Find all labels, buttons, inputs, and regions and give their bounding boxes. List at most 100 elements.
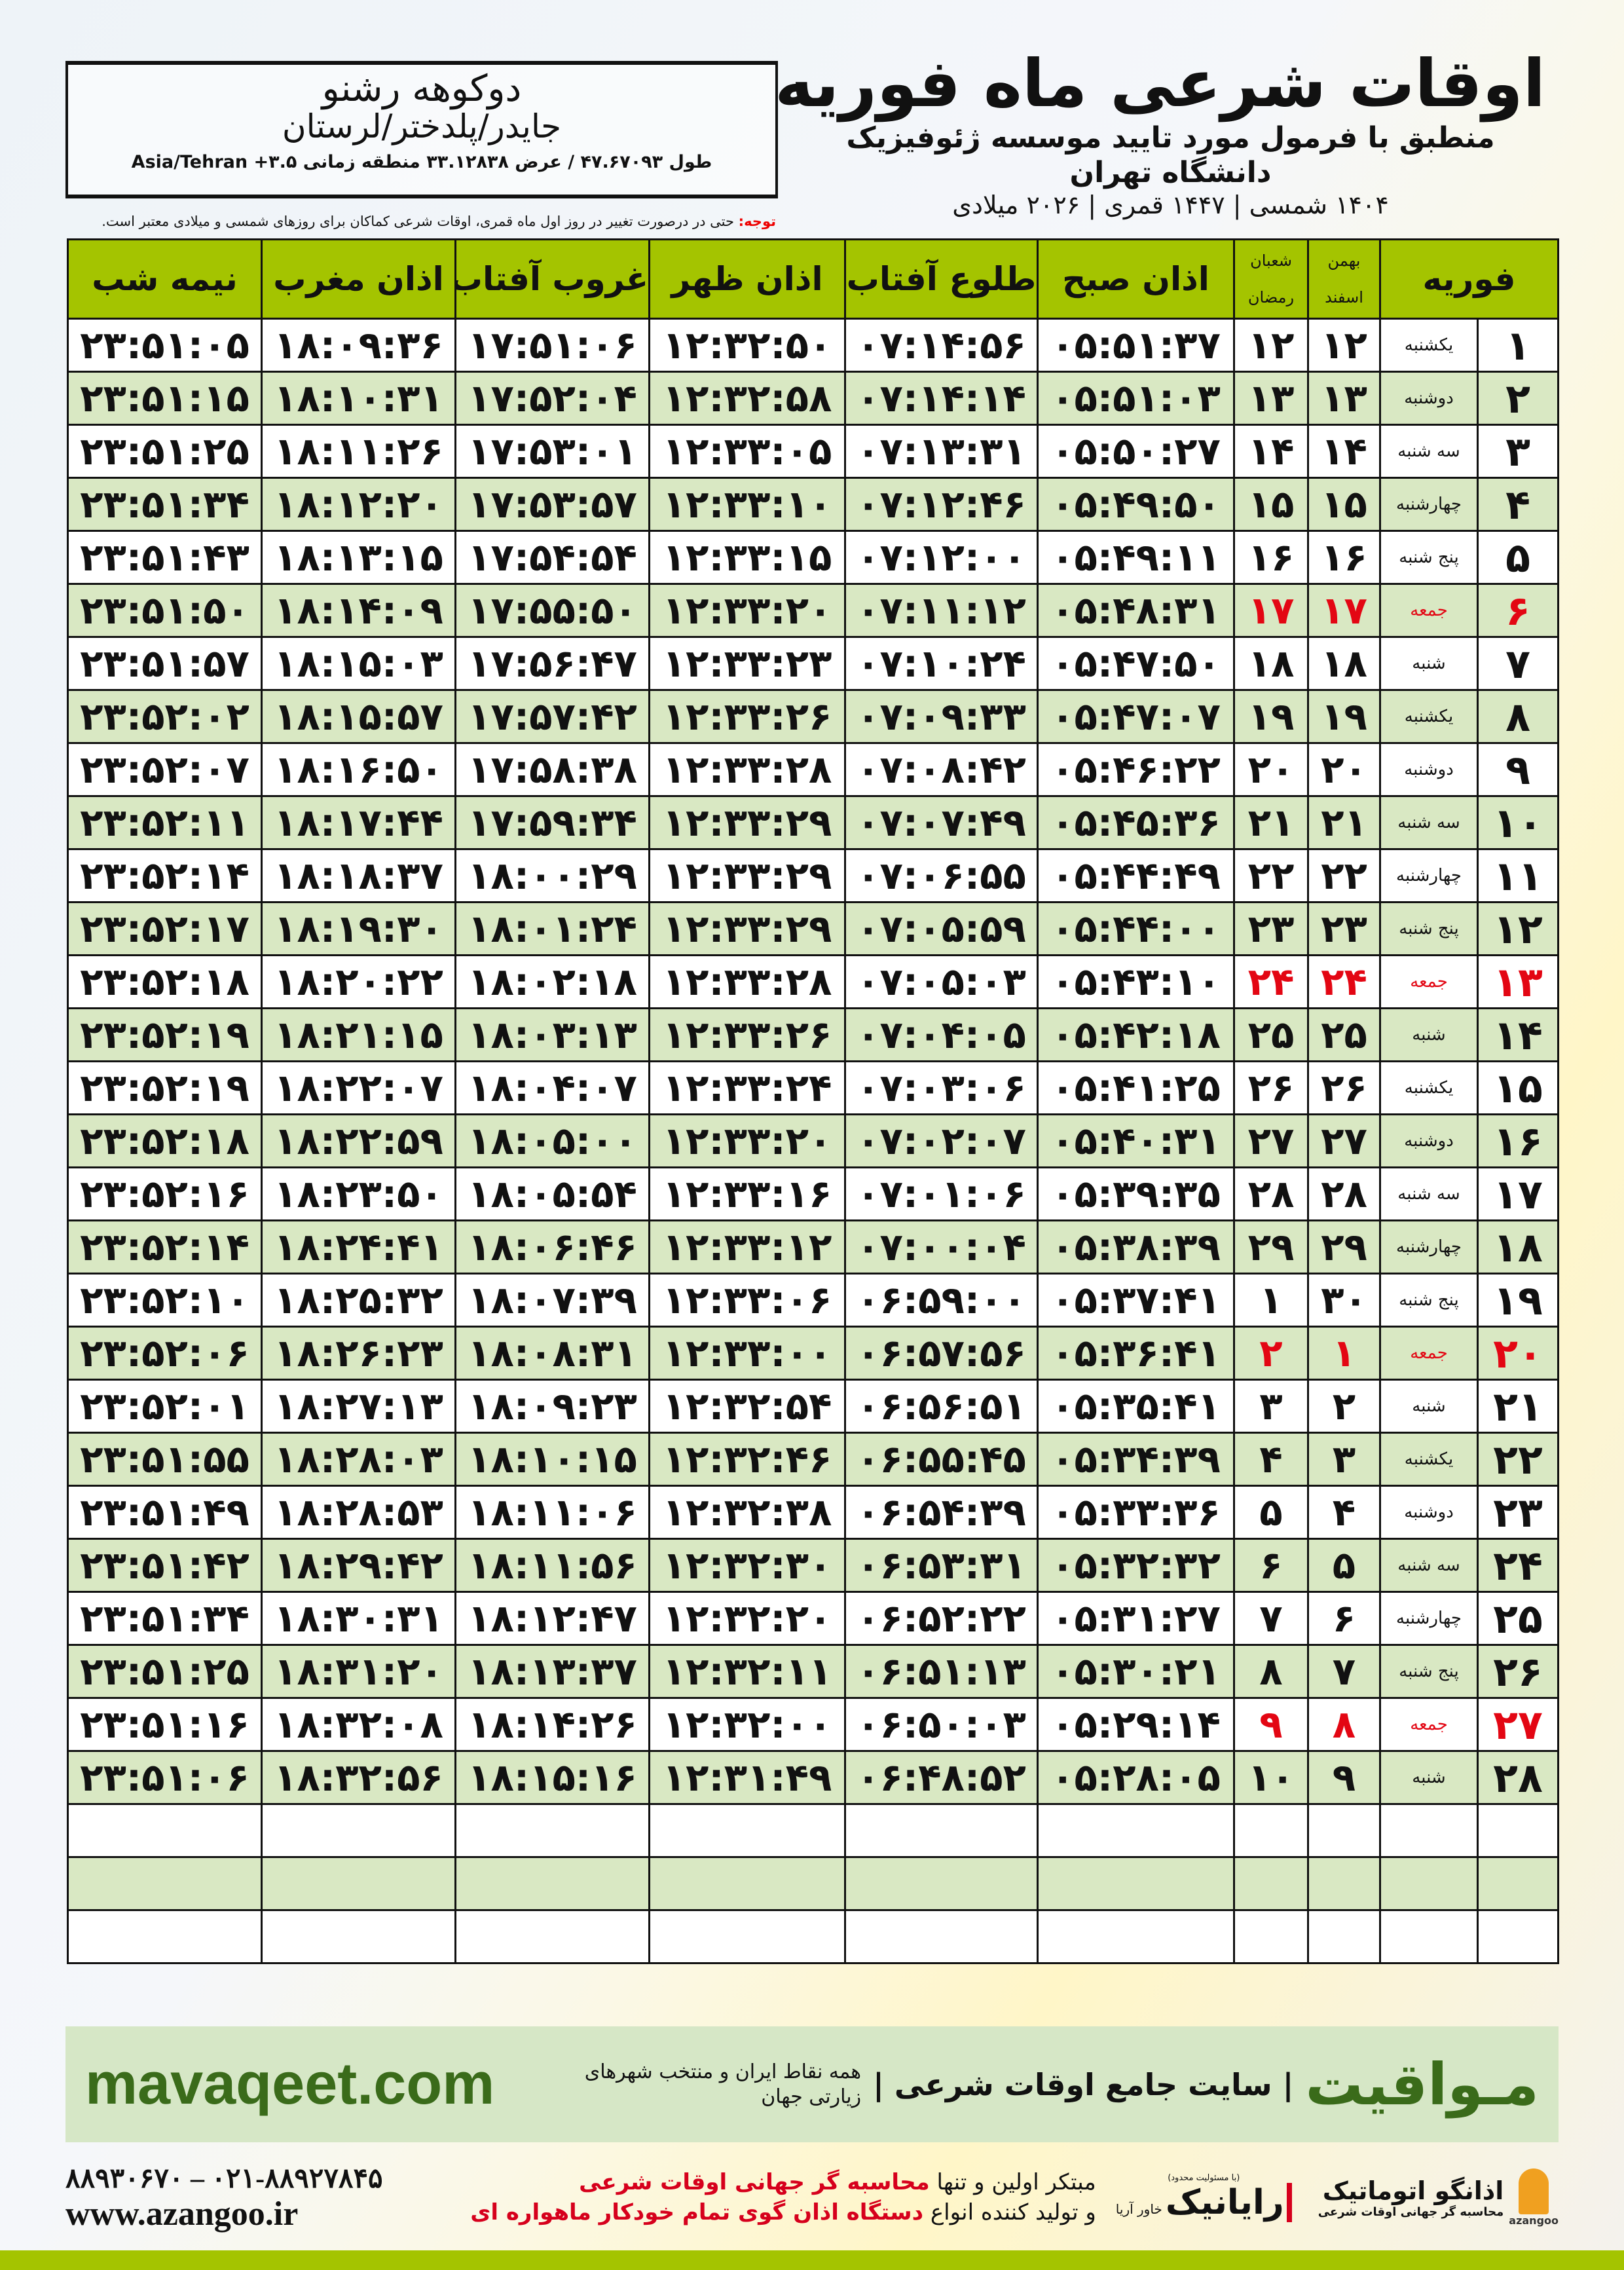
- cell-weekday: پنج شنبه: [1379, 1644, 1479, 1699]
- cell-persian-day: ۸: [1307, 1697, 1381, 1752]
- cell-persian-day: ۲۷: [1307, 1113, 1381, 1168]
- cell-weekday: چهارشنبه: [1379, 477, 1479, 532]
- cell-midnight: ۲۳:۵۲:۱۸: [67, 954, 263, 1009]
- cell-sunset: ۱۸:۰۲:۱۸: [454, 954, 650, 1009]
- cell-maghrib: ۱۸:۲۵:۳۲: [261, 1273, 456, 1328]
- cell-sunrise: ۰۶:۵۷:۵۶: [844, 1326, 1039, 1381]
- cell-midnight: ۲۳:۵۲:۱۴: [67, 848, 263, 903]
- cell-persian-day: ۲۰: [1307, 742, 1381, 797]
- cell-weekday: جمعه: [1379, 583, 1479, 638]
- cell-dhuhr: ۱۲:۳۳:۲۳: [648, 636, 846, 691]
- cell-sunrise: ۰۷:۱۲:۰۰: [844, 530, 1039, 585]
- cell-fajr: ۰۵:۳۹:۳۵: [1037, 1166, 1235, 1221]
- cell-sunset: [454, 1803, 650, 1858]
- cell-lunar-day: ۷: [1233, 1591, 1309, 1646]
- cell-fajr: ۰۵:۳۳:۳۶: [1037, 1485, 1235, 1540]
- cell-sunrise: [844, 1803, 1039, 1858]
- table-header: فوریه بهمن اسفند شعبان رمضان اذان صبح طلوع…: [67, 238, 1559, 320]
- contact-block: ۰۲۱-۸۸۹۲۷۸۴۵ – ۸۸۹۳۰۶۷۰ www.azangoo.ir: [65, 2162, 383, 2233]
- table-row: [67, 1803, 1559, 1858]
- table-row: ۲۲ یکشنبه ۳ ۴ ۰۵:۳۴:۳۹ ۰۶:۵۵:۴۵ ۱۲:۳۲:۴۶ ۱۸:۱۰:…: [67, 1432, 1559, 1487]
- cell-persian-day: ۲: [1307, 1379, 1381, 1434]
- cell-lunar-day: ۲۹: [1233, 1219, 1309, 1275]
- cell-day: ۶: [1477, 583, 1559, 638]
- phone-numbers: ۰۲۱-۸۸۹۲۷۸۴۵ – ۸۸۹۳۰۶۷۰: [65, 2163, 383, 2194]
- cell-day: ۱۴: [1477, 1007, 1559, 1062]
- cell-persian-day: ۳: [1307, 1432, 1381, 1487]
- cell-sunset: ۱۷:۵۶:۴۷: [454, 636, 650, 691]
- site-url[interactable]: mavaqeet.com: [85, 2051, 495, 2117]
- cell-dhuhr: ۱۲:۳۲:۴۶: [648, 1432, 846, 1487]
- cell-sunset: ۱۸:۱۵:۱۶: [454, 1750, 650, 1805]
- cell-persian-day: ۲۱: [1307, 795, 1381, 850]
- cell-sunset: ۱۸:۱۱:۰۶: [454, 1485, 650, 1540]
- cell-maghrib: ۱۸:۲۲:۰۷: [261, 1060, 456, 1115]
- cell-weekday: دوشنبه: [1379, 1113, 1479, 1168]
- cell-fajr: ۰۵:۲۸:۰۵: [1037, 1750, 1235, 1805]
- logo1-name: رایانیک: [1165, 2182, 1292, 2222]
- logo1-note: (با مسئولیت محدود): [1168, 2172, 1240, 2183]
- cell-day: ۱۰: [1477, 795, 1559, 850]
- cell-day: ۳: [1477, 424, 1559, 479]
- table-row: ۱۵ یکشنبه ۲۶ ۲۶ ۰۵:۴۱:۲۵ ۰۷:۰۳:۰۶ ۱۲:۳۳:۲۴ ۱۸:۰…: [67, 1060, 1559, 1115]
- cell-fajr: ۰۵:۴۷:۵۰: [1037, 636, 1235, 691]
- cell-fajr: ۰۵:۳۸:۳۹: [1037, 1219, 1235, 1275]
- cell-midnight: ۲۳:۵۱:۰۵: [67, 318, 263, 373]
- promo-2b: دستگاه اذان گوی تمام خودکار ماهواره ای: [470, 2199, 924, 2225]
- cell-fajr: ۰۵:۵۰:۲۷: [1037, 424, 1235, 479]
- cell-sunrise: ۰۷:۰۷:۴۹: [844, 795, 1039, 850]
- cell-persian-day: ۲۴: [1307, 954, 1381, 1009]
- cell-midnight: ۲۳:۵۱:۵۷: [67, 636, 263, 691]
- cell-maghrib: ۱۸:۲۶:۲۳: [261, 1326, 456, 1381]
- cell-persian-day: ۱۶: [1307, 530, 1381, 585]
- cell-sunset: ۱۸:۰۹:۲۳: [454, 1379, 650, 1434]
- cell-sunset: ۱۸:۰۰:۲۹: [454, 848, 650, 903]
- table-row: ۱۷ سه شنبه ۲۸ ۲۸ ۰۵:۳۹:۳۵ ۰۷:۰۱:۰۶ ۱۲:۳۳:۱۶ ۱۸:…: [67, 1166, 1559, 1221]
- cell-weekday: چهارشنبه: [1379, 848, 1479, 903]
- cell-sunrise: ۰۷:۰۱:۰۶: [844, 1166, 1039, 1221]
- cell-maghrib: [261, 1856, 456, 1911]
- cell-sunset: ۱۷:۵۵:۵۰: [454, 583, 650, 638]
- cell-dhuhr: ۱۲:۳۲:۵۰: [648, 318, 846, 373]
- cell-sunset: ۱۸:۰۶:۴۶: [454, 1219, 650, 1275]
- cell-sunrise: ۰۷:۰۶:۵۵: [844, 848, 1039, 903]
- cell-dhuhr: ۱۲:۳۲:۵۸: [648, 371, 846, 426]
- cell-midnight: ۲۳:۵۲:۱۸: [67, 1113, 263, 1168]
- cell-persian-day: ۳۰: [1307, 1273, 1381, 1328]
- cell-day: ۲۰: [1477, 1326, 1559, 1381]
- cell-weekday: سه شنبه: [1379, 795, 1479, 850]
- cell-dhuhr: ۱۲:۳۳:۱۶: [648, 1166, 846, 1221]
- cell-midnight: ۲۳:۵۱:۴۲: [67, 1538, 263, 1593]
- table-row: ۱۲ پنج شنبه ۲۳ ۲۳ ۰۵:۴۴:۰۰ ۰۷:۰۵:۵۹ ۱۲:۳۳:۲۹ ۱۸…: [67, 901, 1559, 956]
- cell-persian-day: ۱۸: [1307, 636, 1381, 691]
- table-row: ۹ دوشنبه ۲۰ ۲۰ ۰۵:۴۶:۲۲ ۰۷:۰۸:۴۲ ۱۲:۳۳:۲۸ ۱۷:۵۸…: [67, 742, 1559, 797]
- table-row: ۱ یکشنبه ۱۲ ۱۲ ۰۵:۵۱:۳۷ ۰۷:۱۴:۵۶ ۱۲:۳۲:۵۰ ۱۷:۵۱…: [67, 318, 1559, 373]
- cell-dhuhr: ۱۲:۳۳:۰۰: [648, 1326, 846, 1381]
- website-link[interactable]: www.azangoo.ir: [65, 2195, 299, 2233]
- cell-sunset: ۱۸:۰۱:۲۴: [454, 901, 650, 956]
- cell-midnight: ۲۳:۵۲:۰۱: [67, 1379, 263, 1434]
- cell-maghrib: ۱۸:۳۱:۲۰: [261, 1644, 456, 1699]
- table-row: [67, 1856, 1559, 1911]
- cell-dhuhr: ۱۲:۳۱:۴۹: [648, 1750, 846, 1805]
- cell-midnight: ۲۳:۵۱:۳۴: [67, 477, 263, 532]
- cell-fajr: ۰۵:۴۰:۳۱: [1037, 1113, 1235, 1168]
- cell-day: ۲۸: [1477, 1750, 1559, 1805]
- cell-fajr: ۰۵:۴۲:۱۸: [1037, 1007, 1235, 1062]
- page-title: اوقات شرعی ماه فوریه: [775, 45, 1545, 122]
- cell-maghrib: ۱۸:۲۲:۵۹: [261, 1113, 456, 1168]
- cell-day: ۲۱: [1477, 1379, 1559, 1434]
- cell-day: [1477, 1909, 1559, 1964]
- cell-weekday: جمعه: [1379, 1697, 1479, 1752]
- cell-sunset: ۱۸:۰۳:۱۳: [454, 1007, 650, 1062]
- cell-sunrise: ۰۶:۵۳:۳۱: [844, 1538, 1039, 1593]
- col-lunar-month: شعبان رمضان: [1233, 238, 1309, 320]
- cell-lunar-day: [1233, 1856, 1309, 1911]
- cell-sunrise: ۰۶:۵۹:۰۰: [844, 1273, 1039, 1328]
- cell-fajr: ۰۵:۳۴:۳۹: [1037, 1432, 1235, 1487]
- cell-midnight: ۲۳:۵۱:۲۵: [67, 1644, 263, 1699]
- promo-1a: مبتکر اولین و تنها: [929, 2169, 1096, 2195]
- promo-2a: و تولید کننده انواع: [923, 2199, 1096, 2225]
- cell-lunar-day: ۲۸: [1233, 1166, 1309, 1221]
- table-row: ۶ جمعه ۱۷ ۱۷ ۰۵:۴۸:۳۱ ۰۷:۱۱:۱۲ ۱۲:۳۳:۲۰ ۱۷:۵۵:۵…: [67, 583, 1559, 638]
